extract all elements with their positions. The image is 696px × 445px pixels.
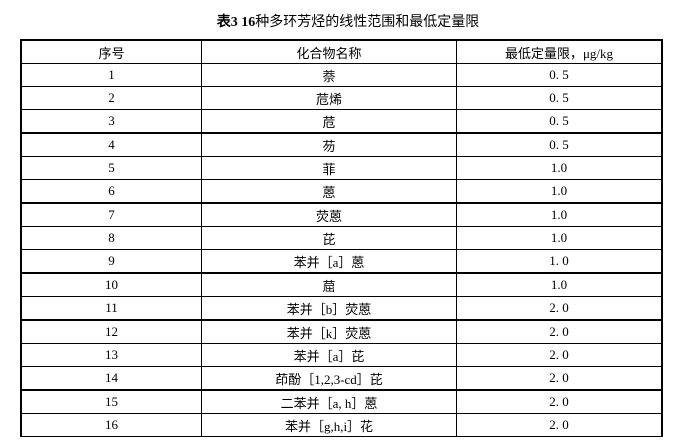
index-cell: 10	[20, 272, 202, 297]
loq-cell: 1.0	[456, 179, 663, 204]
loq-cell: 1.0	[456, 156, 663, 180]
table-row: 10 䓛 1.0	[20, 272, 663, 297]
compound-cell: 苯并［k］荧蒽	[201, 319, 457, 344]
index-cell: 11	[20, 296, 202, 321]
compound-cell: 荧蒽	[201, 202, 457, 227]
table-row: 1 萘 0. 5	[20, 63, 663, 87]
loq-cell: 2. 0	[456, 413, 663, 437]
compound-cell: 萘	[201, 63, 457, 87]
table-row: 12 苯并［k］荧蒽 2. 0	[20, 319, 663, 344]
index-cell: 12	[20, 319, 202, 344]
index-cell: 2	[20, 86, 202, 110]
compound-cell: 苯并［a］芘	[201, 343, 457, 367]
loq-cell: 0. 5	[456, 109, 663, 134]
compound-cell: 芴	[201, 132, 457, 157]
compound-cell: 苯并［b］荧蒽	[201, 296, 457, 321]
index-cell: 13	[20, 343, 202, 367]
loq-cell: 1.0	[456, 202, 663, 227]
header-loq: 最低定量限，μg/kg	[456, 39, 663, 64]
table-row: 14 茚酚［1,2,3-cd］芘 2. 0	[20, 366, 663, 391]
index-cell: 6	[20, 179, 202, 204]
table-row: 4 芴 0. 5	[20, 132, 663, 157]
loq-cell: 2. 0	[456, 343, 663, 367]
compound-cell: 苊	[201, 109, 457, 134]
compound-cell: 菲	[201, 156, 457, 180]
loq-cell: 1.0	[456, 226, 663, 250]
table-row: 7 荧蒽 1.0	[20, 202, 663, 227]
loq-cell: 2. 0	[456, 319, 663, 344]
index-cell: 1	[20, 63, 202, 87]
compound-cell: 茚酚［1,2,3-cd］芘	[201, 366, 457, 391]
index-cell: 4	[20, 132, 202, 157]
loq-cell: 0. 5	[456, 132, 663, 157]
table-row: 9 苯并［a］蒽 1. 0	[20, 249, 663, 274]
table-row: 2 苊烯 0. 5	[20, 86, 663, 110]
loq-cell: 2. 0	[456, 389, 663, 414]
compound-cell: 苊烯	[201, 86, 457, 110]
caption-text: 种多环芳烃的线性范围和最低定量限	[255, 15, 480, 30]
table-row: 6 蒽 1.0	[20, 179, 663, 204]
loq-cell: 1. 0	[456, 249, 663, 274]
table-caption: 表3 16种多环芳烃的线性范围和最低定量限	[0, 11, 696, 31]
compound-cell: 芘	[201, 226, 457, 250]
index-cell: 3	[20, 109, 202, 134]
table-row: 15 二苯并［a, h］蒽 2. 0	[20, 389, 663, 414]
compound-cell: 䓛	[201, 272, 457, 297]
index-cell: 16	[20, 413, 202, 437]
compound-cell: 蒽	[201, 179, 457, 204]
index-cell: 9	[20, 249, 202, 274]
loq-cell: 2. 0	[456, 366, 663, 391]
header-index: 序号	[20, 39, 202, 64]
pah-table: 序号 化合物名称 最低定量限，μg/kg 1 萘 0. 5 2 苊烯 0. 5 3 苊 0. 5…	[20, 39, 663, 437]
table-row: 5 菲 1.0	[20, 156, 663, 180]
table-row: 13 苯并［a］芘 2. 0	[20, 343, 663, 367]
index-cell: 7	[20, 202, 202, 227]
table-row: 11 苯并［b］荧蒽 2. 0	[20, 296, 663, 321]
compound-cell: 苯并［g,h,i］花	[201, 413, 457, 437]
index-cell: 5	[20, 156, 202, 180]
index-cell: 15	[20, 389, 202, 414]
loq-cell: 2. 0	[456, 296, 663, 321]
header-row: 序号 化合物名称 最低定量限，μg/kg	[20, 39, 663, 64]
loq-cell: 0. 5	[456, 63, 663, 87]
index-cell: 14	[20, 366, 202, 391]
header-compound: 化合物名称	[201, 39, 457, 64]
compound-cell: 苯并［a］蒽	[201, 249, 457, 274]
table-row: 3 苊 0. 5	[20, 109, 663, 134]
compound-cell: 二苯并［a, h］蒽	[201, 389, 457, 414]
table-row: 16 苯并［g,h,i］花 2. 0	[20, 413, 663, 437]
caption-number: 表3 16	[216, 15, 256, 30]
loq-cell: 0. 5	[456, 86, 663, 110]
loq-cell: 1.0	[456, 272, 663, 297]
index-cell: 8	[20, 226, 202, 250]
table-row: 8 芘 1.0	[20, 226, 663, 250]
